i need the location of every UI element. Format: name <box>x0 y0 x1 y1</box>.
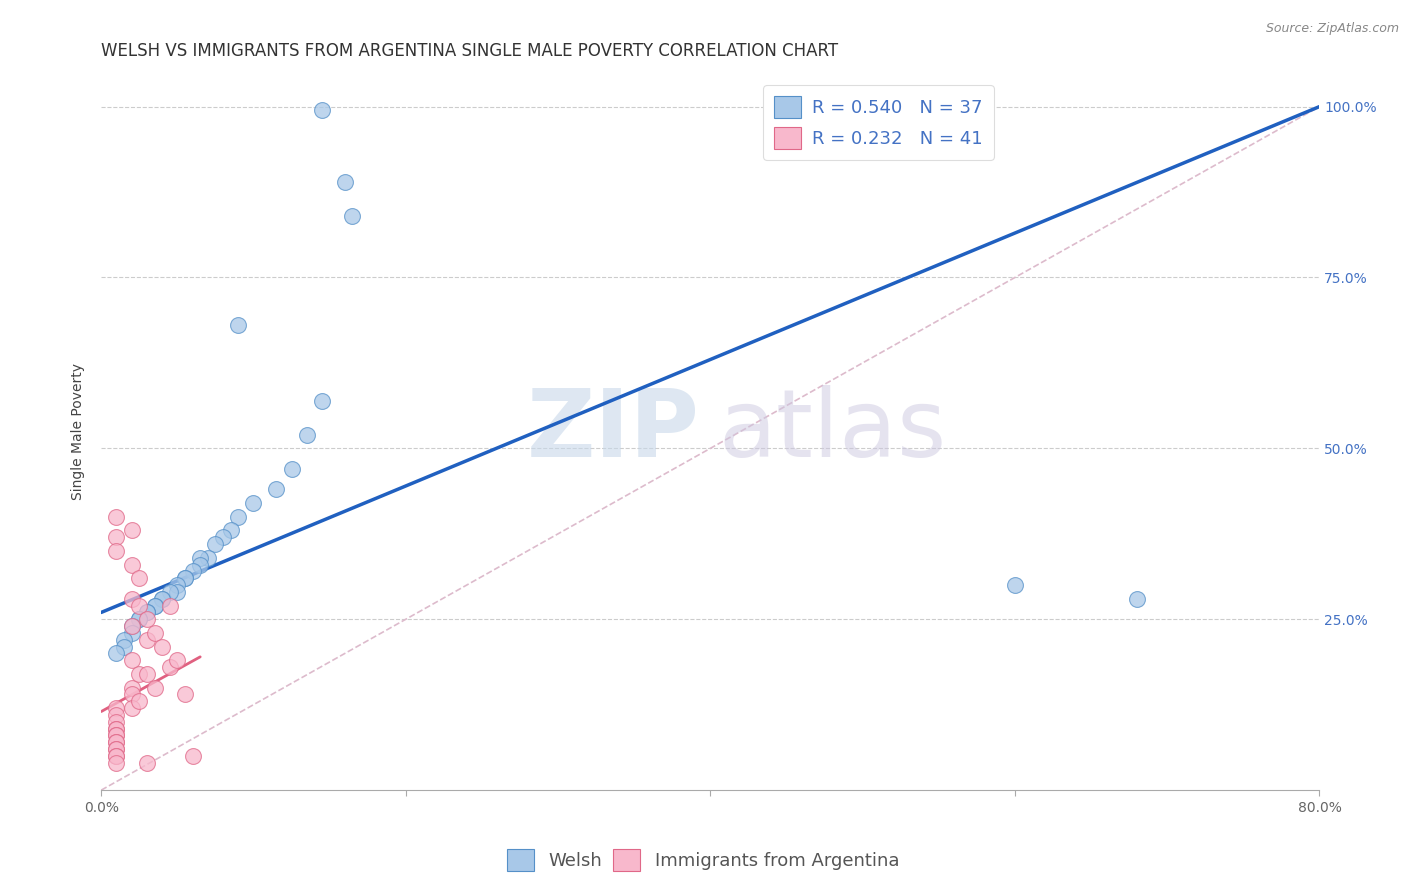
Point <box>166 653 188 667</box>
Point <box>311 393 333 408</box>
Text: WELSH VS IMMIGRANTS FROM ARGENTINA SINGLE MALE POVERTY CORRELATION CHART: WELSH VS IMMIGRANTS FROM ARGENTINA SINGL… <box>101 42 838 60</box>
Point <box>226 509 249 524</box>
Point <box>128 612 150 626</box>
Point <box>121 619 143 633</box>
Point <box>128 667 150 681</box>
Point <box>105 748 128 763</box>
Point <box>143 599 166 613</box>
Point <box>105 714 128 729</box>
Point <box>128 571 150 585</box>
Text: ZIP: ZIP <box>526 385 699 477</box>
Point <box>188 550 211 565</box>
Point <box>188 558 211 572</box>
Point <box>121 653 143 667</box>
Point <box>105 722 128 736</box>
Point <box>295 427 318 442</box>
Point <box>105 742 128 756</box>
Point <box>333 175 356 189</box>
Point <box>121 688 143 702</box>
Text: Source: ZipAtlas.com: Source: ZipAtlas.com <box>1265 22 1399 36</box>
Y-axis label: Single Male Poverty: Single Male Poverty <box>72 363 86 500</box>
Point <box>311 103 333 117</box>
Point <box>135 667 157 681</box>
Point <box>121 524 143 538</box>
Point <box>105 735 128 749</box>
Point <box>280 462 302 476</box>
Point <box>105 729 128 743</box>
Point <box>135 756 157 770</box>
Point <box>143 626 166 640</box>
Point <box>135 606 157 620</box>
Point <box>342 209 364 223</box>
Point <box>143 681 166 695</box>
Point <box>105 509 128 524</box>
Legend: R = 0.540   N = 37, R = 0.232   N = 41: R = 0.540 N = 37, R = 0.232 N = 41 <box>763 85 994 160</box>
Point <box>112 640 135 654</box>
Point <box>150 591 173 606</box>
Point <box>226 318 249 333</box>
Point <box>121 681 143 695</box>
Point <box>159 585 181 599</box>
Point <box>159 599 181 613</box>
Point <box>135 612 157 626</box>
Point <box>128 612 150 626</box>
Point <box>1125 591 1147 606</box>
Point <box>105 742 128 756</box>
Point <box>166 585 188 599</box>
Point <box>174 688 197 702</box>
Point <box>181 748 204 763</box>
Point <box>181 565 204 579</box>
Point <box>121 558 143 572</box>
Point <box>105 708 128 723</box>
Point <box>242 496 264 510</box>
Point <box>121 591 143 606</box>
Point <box>112 632 135 647</box>
Point <box>219 524 242 538</box>
Point <box>159 660 181 674</box>
Point <box>166 578 188 592</box>
Point <box>105 647 128 661</box>
Point <box>150 591 173 606</box>
Point <box>212 530 235 544</box>
Point <box>197 550 219 565</box>
Point <box>105 701 128 715</box>
Point <box>150 640 173 654</box>
Point <box>121 619 143 633</box>
Point <box>1004 578 1026 592</box>
Point <box>174 571 197 585</box>
Point <box>105 756 128 770</box>
Point <box>135 632 157 647</box>
Point <box>105 530 128 544</box>
Point <box>128 599 150 613</box>
Point <box>128 694 150 708</box>
Legend: Welsh, Immigrants from Argentina: Welsh, Immigrants from Argentina <box>499 842 907 879</box>
Point <box>105 748 128 763</box>
Point <box>266 483 288 497</box>
Point <box>105 729 128 743</box>
Point <box>204 537 226 551</box>
Point <box>174 571 197 585</box>
Point <box>105 722 128 736</box>
Point <box>105 735 128 749</box>
Point <box>143 599 166 613</box>
Point <box>121 701 143 715</box>
Text: atlas: atlas <box>718 385 946 477</box>
Point <box>105 544 128 558</box>
Point <box>121 626 143 640</box>
Point <box>135 606 157 620</box>
